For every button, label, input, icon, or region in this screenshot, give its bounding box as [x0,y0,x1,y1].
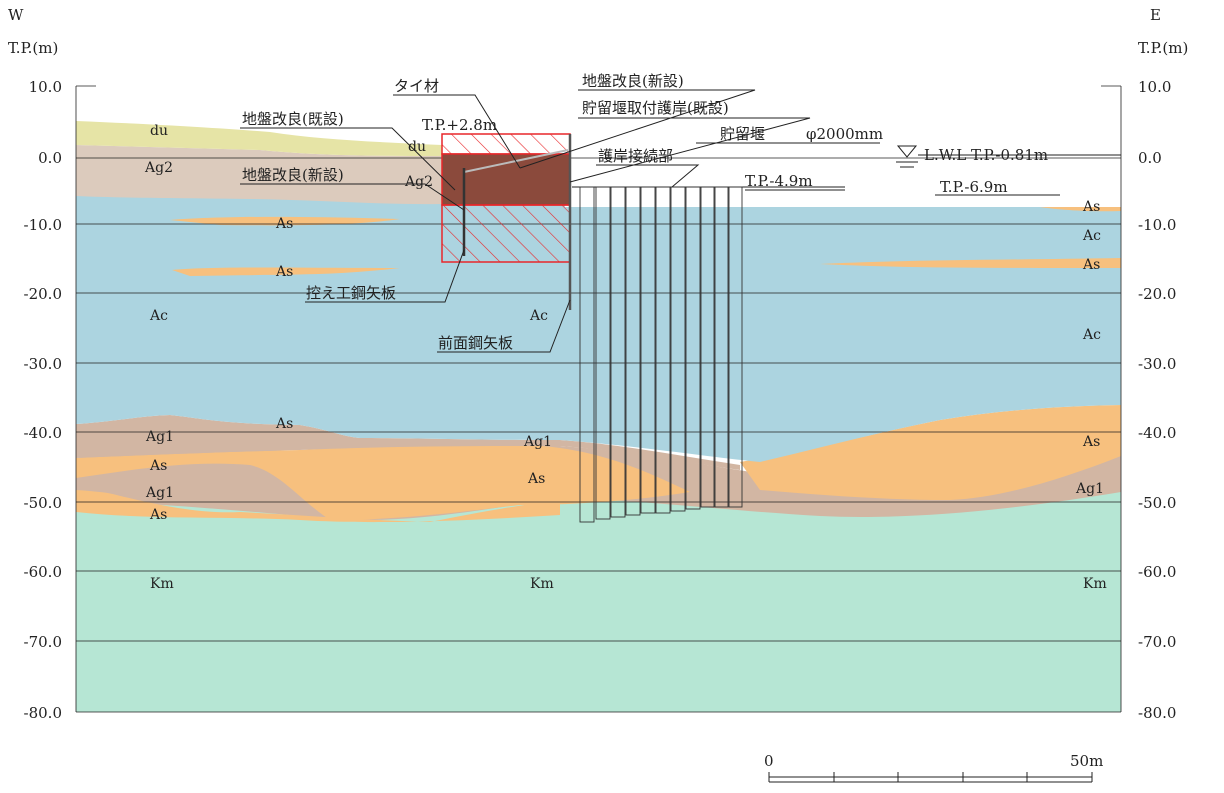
soil-label-as: As [527,471,545,487]
tick-label: -30.0 [24,355,62,373]
weir-label: 貯留堰 [720,125,765,143]
left-axis: W T.P.(m) 10.0 0.0 -10.0 -20.0 -30.0 -40… [8,6,62,722]
tick-label: -60.0 [1138,563,1176,581]
lens-as-1 [170,216,400,226]
soil-label-ac: Ac [149,308,168,324]
layer-du [76,121,442,156]
tick-label: -50.0 [24,494,62,512]
layer-ag1-upper [76,415,740,470]
soil-layers [76,121,1121,712]
weir-diameter-label: φ2000mm [806,125,883,143]
soil-label-as: As [275,216,293,232]
tick-label: -10.0 [24,216,62,234]
weir-top-level-label: T.P.-4.9m [745,172,813,190]
tick-label: -50.0 [1138,494,1176,512]
tick-label: -20.0 [1138,285,1176,303]
soil-label-du: du [408,139,426,155]
soil-label-km: Km [530,576,554,592]
layer-km [76,485,1121,712]
improvement-new-lower-hatch [441,204,571,263]
soil-label-km: Km [150,576,174,592]
soil-label-as: As [275,416,293,432]
tick-label: -10.0 [1138,216,1176,234]
ground-improvement-new-left-label: 地盤改良(新設) [242,166,344,184]
revetment-label: 貯留堰取付護岸(既設) [582,99,729,117]
tick-label: -70.0 [1138,633,1176,651]
tick-label: 0.0 [38,149,62,167]
tick-label: 0.0 [1138,149,1162,167]
compass-west: W [8,6,24,24]
soil-label-as: As [1082,257,1100,273]
soil-label-ag1: Ag1 [145,429,174,445]
tick-label: 10.0 [1138,78,1171,96]
tick-label: -80.0 [24,704,62,722]
improvement-new-top-hatch [441,133,571,155]
crest-level-label: T.P.+2.8m [422,116,497,134]
anchor-sheet-pile-label: 控え工鋼矢板 [306,284,396,302]
tick-label: -40.0 [1138,424,1176,442]
right-axis: E T.P.(m) 10.0 0.0 -10.0 -20.0 -30.0 -40… [1138,6,1188,722]
soil-label-ag2: Ag2 [144,160,173,176]
soil-labels: du du Ag2 Ag2 As As Ac Ac As Ag1 Ag1 As … [144,123,1107,592]
soil-label-as: As [1082,434,1100,450]
layer-ag2 [76,145,442,205]
right-axis-title: T.P.(m) [1138,39,1188,57]
water-level-symbol [896,145,1121,168]
scale-end-label: 50m [1070,752,1103,770]
lwl-label: L.W.L T.P.-0.81m [924,146,1048,164]
tie-rod-label: タイ材 [394,77,439,95]
soil-label-as: As [275,264,293,280]
tick-label: 10.0 [29,78,62,96]
improvement-existing-block [441,153,571,206]
soil-label-ag1: Ag1 [145,485,174,501]
ground-improvement-new-label: 地盤改良(新設) [582,72,684,90]
layer-as-middle [76,444,690,520]
revetment-joint-label: 護岸接続部 [598,147,673,165]
tick-label: -30.0 [1138,355,1176,373]
layer-as-right [740,405,1121,500]
lens-as-4 [1040,207,1121,212]
tick-label: -80.0 [1138,704,1176,722]
compass-east: E [1150,6,1161,24]
layer-ac [76,195,1121,462]
tick-label: -40.0 [24,424,62,442]
scale-bar: 0 50m [764,752,1103,783]
soil-label-ac: Ac [1082,327,1101,343]
lens-as-3 [820,258,1121,268]
ground-improvement-existing-label: 地盤改良(既設) [242,110,344,128]
front-sheet-pile-label: 前面鋼矢板 [438,334,513,352]
soil-label-du: du [150,123,168,139]
tick-label: -60.0 [24,563,62,581]
soil-label-ag1: Ag1 [523,434,552,450]
weir-piles [572,186,845,523]
soil-label-ag2: Ag2 [404,174,433,190]
tick-label: -70.0 [24,633,62,651]
soil-label-ac: Ac [529,308,548,324]
lens-as-2 [172,267,400,276]
scale-zero-label: 0 [764,752,774,770]
soil-label-ag1: Ag1 [1075,481,1104,497]
tick-label: -20.0 [24,285,62,303]
callout-labels: タイ材 地盤改良(新設) 地盤改良(既設) 貯留堰取付護岸(既設) 貯留堰 φ2… [242,72,1048,352]
seabed-level-label: T.P.-6.9m [940,178,1008,196]
layer-ag1-left [76,465,360,503]
layer-as-lower [76,486,560,523]
grid-lines [75,85,1122,713]
soil-label-as: As [149,458,167,474]
soil-label-km: Km [1083,576,1107,592]
soil-label-ac: Ac [1082,228,1101,244]
soil-label-as: As [1082,199,1100,215]
soil-label-as: As [149,507,167,523]
left-axis-title: T.P.(m) [8,39,58,57]
callout-leaders [240,89,1060,353]
